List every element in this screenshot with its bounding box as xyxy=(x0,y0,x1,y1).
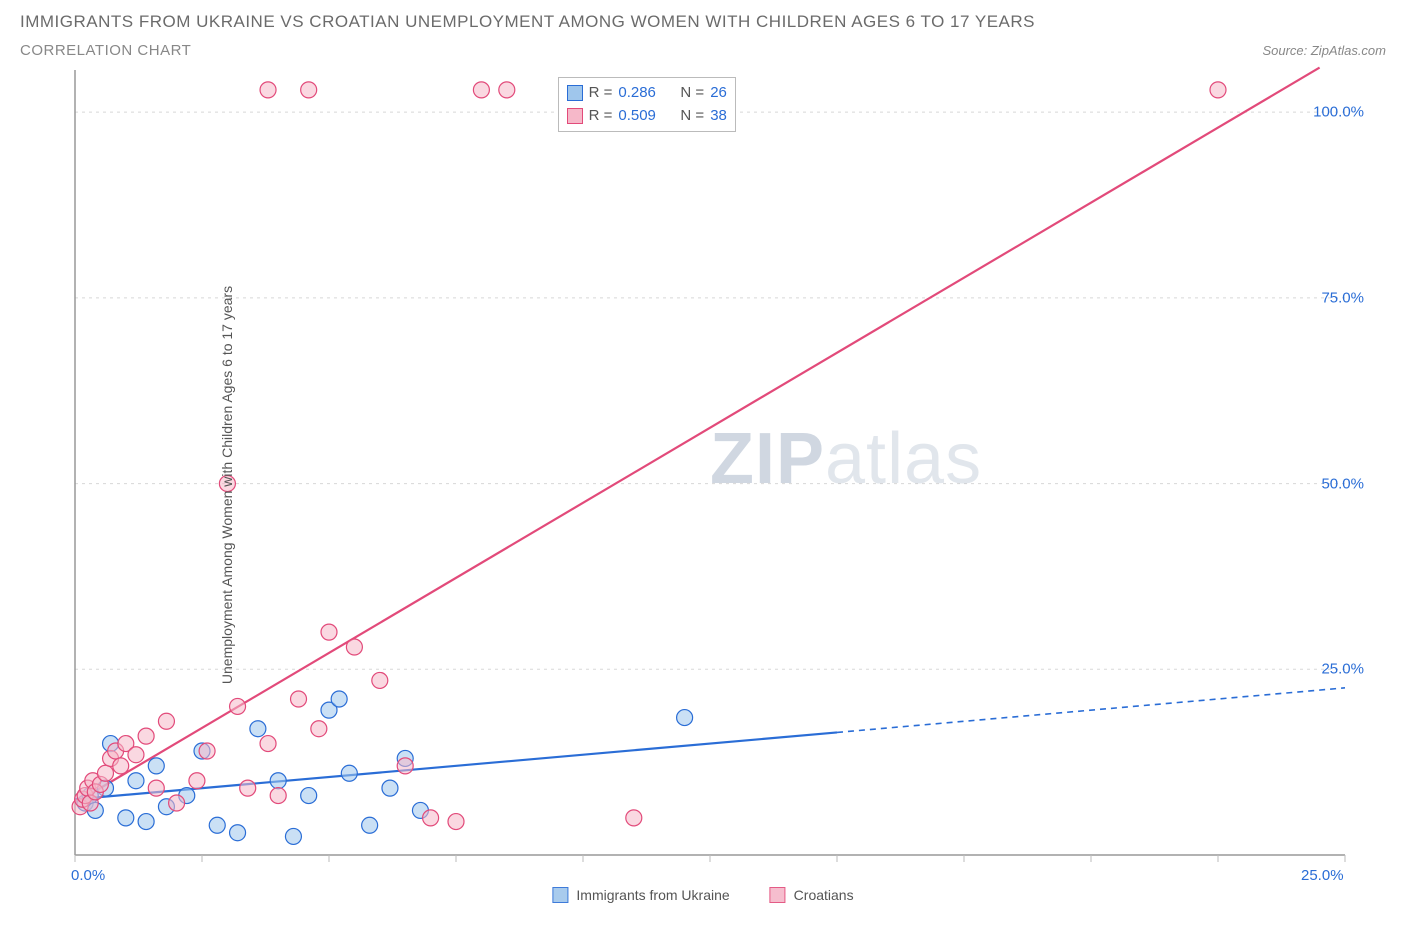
x-tick-max: 25.0% xyxy=(1301,867,1344,884)
stat-n-label: N = xyxy=(680,82,704,105)
y-tick-label: 75.0% xyxy=(1321,289,1364,306)
x-tick-min: 0.0% xyxy=(71,867,105,884)
legend-item: Immigrants from Ukraine xyxy=(552,887,729,903)
y-tick-label: 50.0% xyxy=(1321,475,1364,492)
stat-r-label: R = xyxy=(589,82,613,105)
stat-r-value: 0.509 xyxy=(618,105,656,128)
subtitle-row: CORRELATION CHART Source: ZipAtlas.com xyxy=(20,42,1386,59)
stats-row: R = 0.286 N = 26 xyxy=(567,82,727,105)
legend-swatch-icon xyxy=(552,887,568,903)
stat-n-value: 38 xyxy=(710,105,727,128)
page: IMMIGRANTS FROM UKRAINE VS CROATIAN UNEM… xyxy=(0,0,1406,930)
legend-swatch-icon xyxy=(770,887,786,903)
stat-n-label: N = xyxy=(680,105,704,128)
chart-subtitle: CORRELATION CHART xyxy=(20,42,191,59)
stat-r-value: 0.286 xyxy=(618,82,656,105)
stats-row: R = 0.509 N = 38 xyxy=(567,105,727,128)
y-tick-label: 100.0% xyxy=(1313,104,1364,121)
legend-item: Croatians xyxy=(770,887,854,903)
stat-r-label: R = xyxy=(589,105,613,128)
y-axis-label: Unemployment Among Women with Children A… xyxy=(219,286,235,684)
legend-swatch-icon xyxy=(567,108,583,124)
legend-label: Croatians xyxy=(794,887,854,903)
legend-swatch-icon xyxy=(567,85,583,101)
source-prefix: Source: xyxy=(1262,43,1310,58)
source-attribution: Source: ZipAtlas.com xyxy=(1262,43,1386,58)
legend-bottom: Immigrants from Ukraine Croatians xyxy=(552,887,853,903)
y-tick-label: 25.0% xyxy=(1321,661,1364,678)
source-name: ZipAtlas.com xyxy=(1311,43,1386,58)
stat-n-value: 26 xyxy=(710,82,727,105)
chart-title: IMMIGRANTS FROM UKRAINE VS CROATIAN UNEM… xyxy=(20,12,1386,32)
stats-legend-box: R = 0.286 N = 26R = 0.509 N = 38 xyxy=(558,77,736,132)
legend-label: Immigrants from Ukraine xyxy=(576,887,729,903)
chart-area: Unemployment Among Women with Children A… xyxy=(20,65,1386,905)
